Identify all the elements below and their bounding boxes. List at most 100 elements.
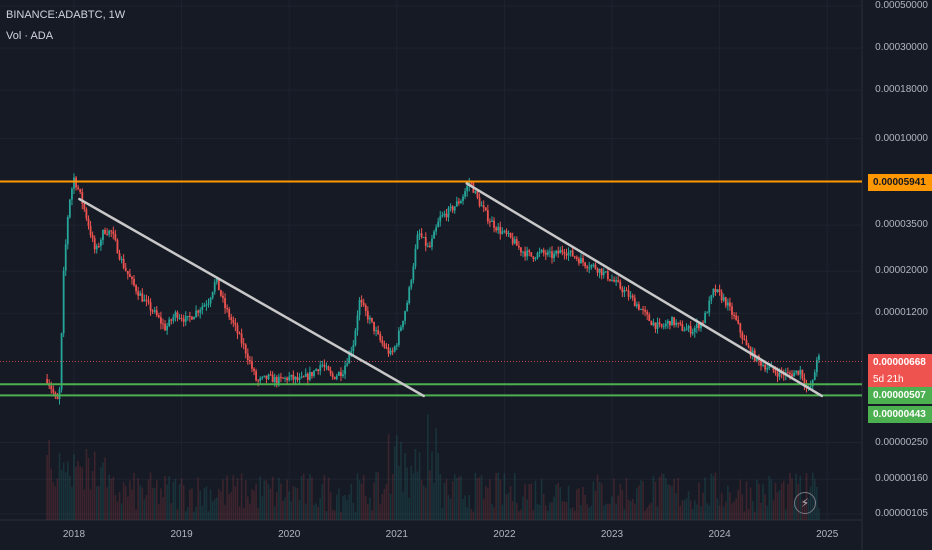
candle-body [522,251,524,253]
candle-body [813,372,816,381]
candle-body [747,345,750,348]
volume-bar [133,472,135,520]
volume-bar [700,506,702,520]
price-tick-label: 0.00001200 [875,307,928,319]
candle-body [457,201,460,204]
candle-body [546,251,549,255]
volume-bar [64,472,67,520]
candle-body [631,295,634,298]
volume-bar [180,478,183,520]
candle-body [689,326,692,334]
volume-bar [282,500,284,520]
candle-body [478,197,481,206]
candle-body [549,251,551,253]
candle-body [737,319,740,324]
candle-body [445,213,448,218]
volume-bar [52,482,55,520]
candle-body [162,323,164,325]
candle-body [315,369,317,371]
volume-bar [582,486,584,520]
volume-bar [373,482,375,520]
candle-body [244,344,247,354]
volume-bar [547,510,549,520]
volume-bar [315,503,317,520]
volume-bar [93,451,96,520]
volume-bar [323,475,326,520]
candle-body [393,346,396,352]
candle-body [284,377,286,379]
volume-bar [559,487,562,520]
candle-body [507,232,510,234]
price-tick-label: 0.00003500 [875,219,928,231]
candle-body [418,233,421,235]
candle-body [768,366,771,369]
volume-bar [404,452,406,520]
volume-bar [424,487,427,520]
candle-body [799,369,802,375]
candle-body [400,327,402,331]
volume-bar [155,480,158,520]
volume-bar [677,477,680,520]
volume-bar [346,499,348,520]
volume-bar [573,510,576,520]
candle-body [567,252,570,256]
volume-bar [203,488,206,520]
candle-body [133,278,135,286]
volume-bar [760,502,762,520]
candle-body [246,353,249,360]
volume-bar [650,502,653,520]
volume-bar [526,499,528,520]
volume-bar [549,502,551,520]
candle-body [443,213,446,215]
candle-body [474,191,477,193]
candle-body [497,226,500,231]
candle-body [693,328,696,333]
candle-body [267,374,270,379]
volume-bar [538,504,541,520]
candle-body [633,297,636,307]
candle-body [534,258,537,260]
candle-body [437,221,440,228]
volume-bar [464,495,466,520]
candle-body [64,244,67,271]
flash-icon[interactable]: ⚡ [794,492,816,514]
volume-bar [267,484,270,520]
volume-bar [118,492,121,520]
volume-bar [745,481,748,520]
candle-body [441,214,444,217]
candle-body [786,372,789,374]
volume-bar [640,480,642,520]
candle-body [259,378,262,381]
candle-body [714,288,717,292]
candle-body [590,265,593,268]
time-tick-label: 2024 [708,529,731,540]
volume-bar [228,493,230,520]
volume-bar [261,496,264,520]
volume-bar [238,506,241,520]
volume-bar [381,494,384,520]
candle-body [435,227,438,232]
volume-bar [522,496,524,520]
candle-body [383,343,386,348]
volume-bar [414,448,417,520]
candle-body [801,369,804,379]
volume-bar [706,503,708,520]
time-tick-label: 2023 [600,529,624,540]
volume-bar [716,498,719,520]
support-low-badge: 0.00000443 [868,406,932,424]
volume-bar [269,488,272,520]
volume-bar [427,414,429,520]
candle-body [491,220,493,222]
candle-body [248,359,251,362]
candle-body [526,250,529,257]
candle-body [675,322,678,325]
candle-body [282,377,284,379]
volume-bar [224,504,226,520]
volume-bar [737,490,740,520]
candle-body [217,278,220,291]
candle-body [482,205,485,208]
volume-bar [520,509,522,520]
volume-bar [551,502,553,520]
